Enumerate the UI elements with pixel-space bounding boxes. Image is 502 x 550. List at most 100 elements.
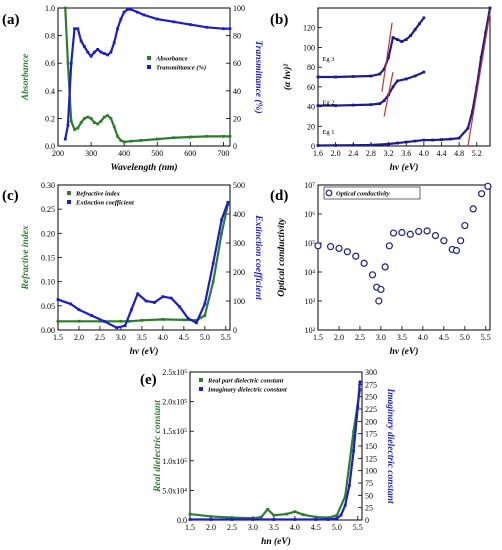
data-point <box>316 104 320 107</box>
y-tick-label: 0 <box>311 142 315 151</box>
y2-tick-label: 150 <box>365 442 377 451</box>
legend-c: Refractive index Extinction coefficient <box>67 191 134 207</box>
data-point <box>327 518 330 521</box>
data-point <box>129 139 133 143</box>
data-point <box>440 138 443 141</box>
data-point <box>99 119 103 123</box>
data-point <box>314 518 318 521</box>
x-tick-label: 4.5 <box>439 333 449 342</box>
data-point <box>98 319 102 323</box>
data-point <box>122 10 126 14</box>
data-point <box>356 405 360 408</box>
data-point <box>106 114 110 118</box>
legend-e: Real part dielectric constant Imaginary d… <box>199 378 287 394</box>
data-point <box>123 324 127 328</box>
x-tick-label: 4.5 <box>179 333 189 342</box>
data-point <box>92 50 96 54</box>
data-point <box>343 503 347 507</box>
data-point <box>461 221 469 230</box>
y2-tick-label: 80 <box>233 32 241 41</box>
data-point <box>381 263 389 271</box>
y-tick-label: 0.6 <box>45 59 55 68</box>
data-point <box>182 318 186 322</box>
data-point <box>389 229 398 237</box>
legend-a: Absorbance Transmittance (%) <box>147 56 206 72</box>
data-point <box>422 138 426 142</box>
panel-e: (e) 1.5 2.0 2.5 3.0 3.5 4.0 4.5 5.0 5.5 0.0 5.0x10⁴… <box>140 368 395 547</box>
data-point <box>251 518 255 521</box>
fit-line <box>381 22 393 92</box>
x-tick-label: 4.0 <box>290 523 300 532</box>
x-axis-title: hv (eV) <box>130 346 159 357</box>
y2-tick-label: 75 <box>365 479 373 488</box>
data-point <box>335 244 343 253</box>
data-point <box>127 319 131 323</box>
data-point <box>466 126 470 130</box>
y-tick-label: 120 <box>303 24 315 33</box>
data-point <box>220 218 224 222</box>
panel-d: (d) 1.5 2.0 2.5 3.0 3.5 4.0 4.5 5.0 5.5 10² 10³ 10⁴ 1… <box>270 181 492 357</box>
data-point <box>382 67 386 71</box>
data-point <box>484 31 487 35</box>
data-point <box>112 125 116 129</box>
data-point <box>66 61 70 65</box>
x-tick-label: 5.0 <box>200 333 210 342</box>
data-point <box>56 319 60 323</box>
x-tick-label: 2.0 <box>334 333 344 342</box>
data-point <box>129 7 133 11</box>
data-point <box>314 242 322 250</box>
data-point <box>83 45 86 49</box>
data-point <box>130 308 133 312</box>
data-point <box>351 75 355 78</box>
y2-tick-label: 125 <box>365 454 377 463</box>
data-point <box>334 144 338 147</box>
y-tick-label: 0.20 <box>41 229 55 238</box>
data-point <box>382 99 386 103</box>
data-point <box>406 230 414 238</box>
y2-tick-label: 50 <box>365 491 373 500</box>
data-point <box>293 518 297 521</box>
y2-tick-label: 100 <box>233 4 245 13</box>
data-point <box>301 513 305 517</box>
x-tick-label: 3.0 <box>116 333 126 342</box>
x-tick-label: 300 <box>85 149 97 158</box>
y-axis-title: (α hν)² <box>282 63 293 90</box>
legend-marker <box>67 200 71 204</box>
data-point <box>119 139 123 142</box>
x-tick-label: 3.5 <box>397 333 407 342</box>
data-point <box>395 79 399 83</box>
series-e-0 <box>188 388 362 520</box>
data-point <box>144 299 148 303</box>
data-point <box>209 515 213 518</box>
data-point <box>369 143 373 147</box>
eg-label: Eg 3 <box>322 56 334 63</box>
x-tick-label: 5.0 <box>332 523 342 532</box>
y-tick-label: 10² <box>305 326 316 335</box>
data-point <box>155 137 159 141</box>
data-point <box>327 516 330 520</box>
data-point <box>266 507 270 511</box>
plot-frame-c <box>57 184 231 331</box>
y-tick-label: 2.0x10⁵ <box>162 398 187 407</box>
data-point <box>139 139 143 142</box>
x-tick-label: 4.5 <box>311 523 321 532</box>
data-point <box>161 295 165 299</box>
data-point <box>422 16 426 20</box>
x-tick-label: 2.5 <box>355 333 365 342</box>
y2-tick-label: 100 <box>233 297 245 306</box>
x-tick-label: 4.0 <box>158 333 168 342</box>
legend-marker <box>199 387 203 391</box>
x-tick-label: 2.0 <box>331 149 341 158</box>
data-point <box>209 518 213 521</box>
y-tick-label: 0.0 <box>177 516 187 525</box>
data-point <box>369 74 373 78</box>
data-point <box>385 242 393 250</box>
data-point <box>119 319 123 323</box>
x-tick-label: 3.0 <box>248 523 258 532</box>
data-point <box>316 144 320 147</box>
data-point <box>422 70 426 74</box>
x-tick-label: 2.0 <box>74 333 84 342</box>
y-tick-label: 0.2 <box>45 114 55 123</box>
y2-tick-label: 40 <box>233 87 241 96</box>
data-point <box>116 134 119 138</box>
